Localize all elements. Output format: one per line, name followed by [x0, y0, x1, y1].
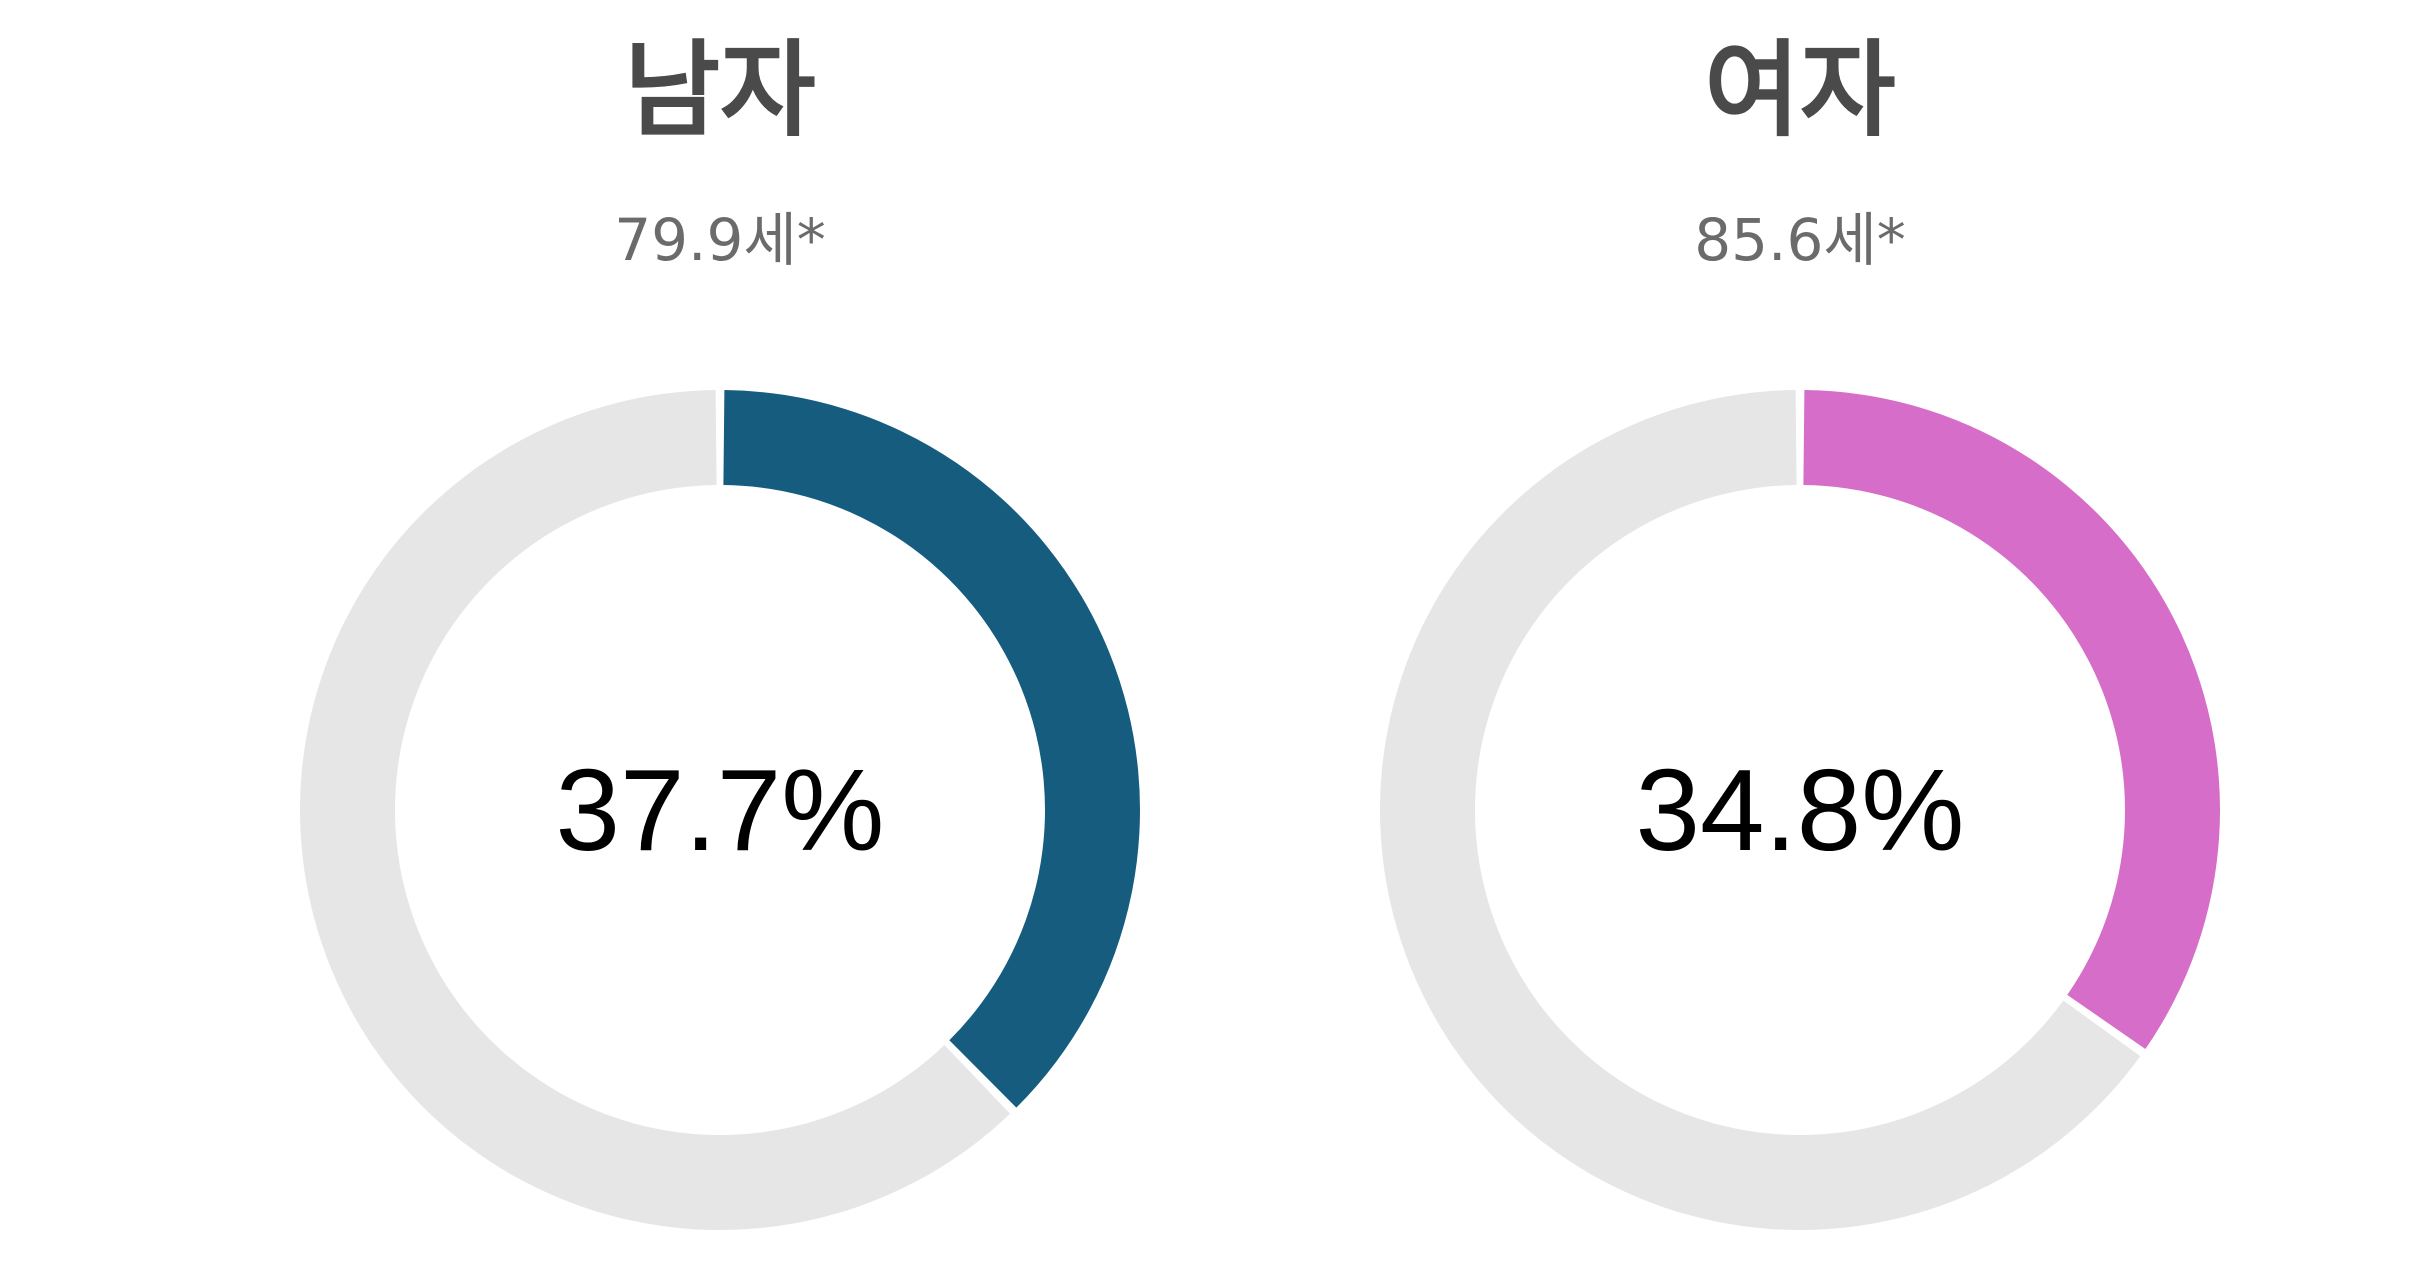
chart-female: 여자 85.6세* 34.8% — [1300, 0, 2300, 1262]
donut-value-slice — [723, 390, 1140, 1108]
donut-chart: 34.8% — [1380, 390, 2220, 1230]
chart-title: 남자 — [624, 29, 816, 151]
donut-value-slice — [1803, 390, 2220, 1049]
donut-chart: 37.7% — [300, 390, 1140, 1230]
chart-title: 여자 — [1704, 29, 1896, 151]
donut-remainder-slice — [300, 390, 1011, 1230]
chart-male: 남자 79.9세* 37.7% — [220, 0, 1220, 1262]
chart-subtitle: 79.9세* — [614, 206, 826, 274]
donut-center-label: 37.7% — [556, 745, 885, 875]
chart-subtitle: 85.6세* — [1694, 206, 1906, 274]
donut-center-label: 34.8% — [1636, 745, 1965, 875]
